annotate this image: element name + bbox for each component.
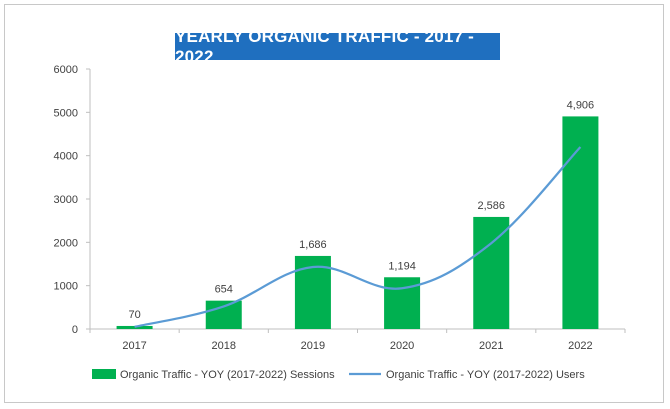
legend-label-users: Organic Traffic - YOY (2017-2022) Users [386,369,585,381]
y-tick-label: 3000 [54,194,78,206]
users-line [134,146,582,328]
line-series [134,146,582,328]
bar [562,116,599,329]
bar-data-label: 1,194 [388,260,416,272]
bar [473,216,510,329]
bar-data-label: 2,586 [477,200,505,212]
legend-label-sessions: Organic Traffic - YOY (2017-2022) Sessio… [120,369,335,381]
x-tick-label: 2020 [390,340,414,352]
x-tick-label: 2022 [568,340,592,352]
data-labels: 70 654 1,686 1,194 2,586 4,906 [128,99,594,321]
axes: 0 1000 2000 3000 4000 5000 6000 2017 2018 2019 202… [54,64,626,352]
bar [205,300,242,329]
y-tick-label: 1000 [54,281,78,293]
bar [116,325,153,329]
legend: Organic Traffic - YOY (2017-2022) Sessio… [92,369,585,381]
bar-series [116,116,599,329]
legend-swatch-sessions [92,369,116,379]
bar-data-label: 4,906 [567,99,595,111]
x-tick-label: 2017 [122,340,146,352]
y-tick-label: 0 [72,324,78,336]
bar-data-label: 1,686 [299,239,327,251]
y-tick-label: 6000 [54,64,78,76]
y-tick-label: 4000 [54,151,78,163]
x-tick-label: 2019 [301,340,325,352]
bar-data-label: 70 [128,309,140,321]
x-tick-label: 2018 [212,340,236,352]
x-tick-label: 2021 [479,340,503,352]
bar-data-label: 654 [215,284,233,296]
y-tick-label: 2000 [54,237,78,249]
chart-frame [4,4,664,403]
y-tick-label: 5000 [54,107,78,119]
